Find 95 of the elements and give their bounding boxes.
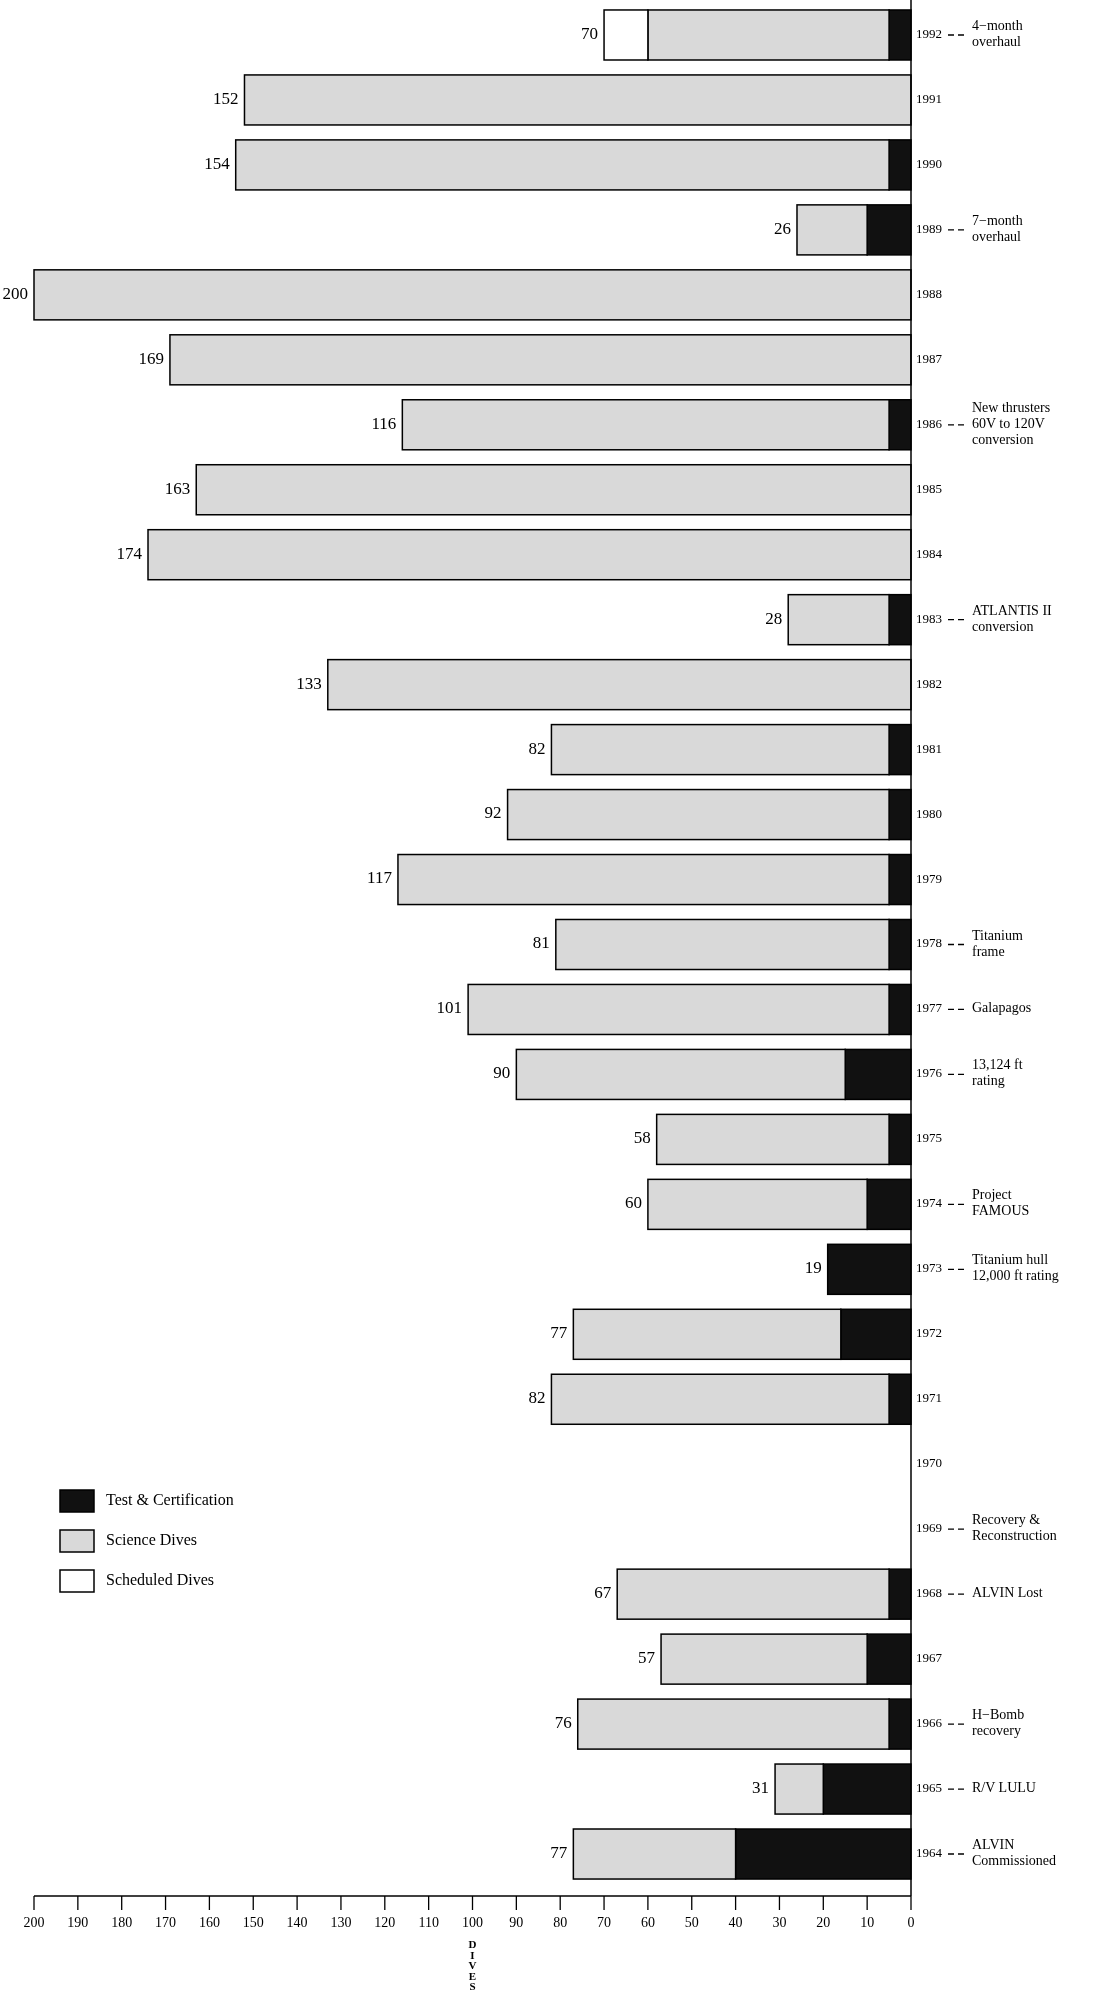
total-label: 76 bbox=[554, 1712, 572, 1732]
x-tick-label: 0 bbox=[907, 1915, 915, 1931]
x-tick-label: 30 bbox=[772, 1915, 787, 1931]
total-label: 92 bbox=[484, 803, 502, 823]
y-tick-label: 1987 bbox=[916, 350, 943, 366]
total-label: 90 bbox=[493, 1063, 511, 1083]
total-label: 58 bbox=[633, 1128, 651, 1148]
x-tick-label: 110 bbox=[418, 1915, 439, 1931]
y-tick-label: 1981 bbox=[916, 740, 942, 756]
total-label: 70 bbox=[581, 23, 599, 43]
x-tick-label: 100 bbox=[462, 1915, 483, 1931]
total-label: 152 bbox=[212, 88, 239, 108]
total-label: 31 bbox=[752, 1777, 770, 1797]
ref-line-label: H−Bomb recovery bbox=[972, 1707, 1025, 1739]
y-tick-label: 1991 bbox=[916, 90, 942, 106]
ref-line-label: Galapagos bbox=[972, 1000, 1032, 1016]
y-tick-label: 1975 bbox=[916, 1130, 942, 1146]
x-tick-label: 140 bbox=[286, 1915, 308, 1931]
ref-line-label: Titanium hull 12,000 ft rating bbox=[972, 1252, 1059, 1284]
x-tick-label: 130 bbox=[330, 1915, 352, 1931]
y-tick-label: 1968 bbox=[916, 1585, 942, 1601]
total-label: 82 bbox=[528, 738, 546, 758]
y-tick-label: 1969 bbox=[916, 1520, 942, 1536]
total-label: 81 bbox=[532, 933, 550, 953]
ref-line-label: 7−month overhaul bbox=[972, 213, 1023, 245]
ref-line-label: New thrusters 60V to 120V conversion bbox=[972, 399, 1051, 447]
total-label: 117 bbox=[367, 868, 393, 888]
ref-line-label: 4−month overhaul bbox=[972, 18, 1023, 50]
x-tick-label: 40 bbox=[728, 1915, 743, 1931]
total-label: 154 bbox=[204, 153, 231, 173]
x-tick-label: 70 bbox=[597, 1915, 612, 1931]
ref-line-label: ATLANTIS II conversion bbox=[972, 602, 1053, 634]
ref-line-label: ALVIN Lost bbox=[972, 1585, 1043, 1601]
x-axis-title: DIVES bbox=[468, 1938, 477, 1992]
total-label: 67 bbox=[594, 1583, 612, 1603]
total-label: 101 bbox=[436, 998, 463, 1018]
x-tick-label: 80 bbox=[553, 1915, 568, 1931]
y-tick-label: 1965 bbox=[916, 1780, 942, 1796]
total-label: 19 bbox=[804, 1258, 822, 1278]
x-tick-label: 120 bbox=[374, 1915, 396, 1931]
x-tick-label: 90 bbox=[509, 1915, 524, 1931]
x-tick-label: 190 bbox=[67, 1915, 89, 1931]
y-tick-label: 1980 bbox=[916, 805, 942, 821]
total-label: 77 bbox=[550, 1323, 568, 1343]
total-label: 82 bbox=[528, 1388, 546, 1408]
x-tick-label: 150 bbox=[242, 1915, 264, 1931]
ref-line-label: Recovery & Reconstruction bbox=[972, 1512, 1057, 1544]
total-label: 77 bbox=[550, 1842, 568, 1862]
x-tick-label: 60 bbox=[640, 1915, 655, 1931]
y-tick-label: 1982 bbox=[916, 675, 942, 691]
y-tick-label: 1988 bbox=[916, 285, 942, 301]
total-label: 28 bbox=[765, 608, 783, 628]
total-label: 163 bbox=[164, 478, 191, 498]
legend-label: Science Dives bbox=[106, 1530, 198, 1548]
y-tick-label: 1984 bbox=[916, 545, 943, 561]
x-tick-label: 50 bbox=[684, 1915, 699, 1931]
total-label: 133 bbox=[296, 673, 322, 693]
ref-line-label: ALVIN Commissioned bbox=[972, 1837, 1057, 1869]
y-tick-label: 1989 bbox=[916, 220, 942, 236]
total-label: 200 bbox=[2, 283, 28, 303]
y-tick-label: 1967 bbox=[916, 1650, 943, 1666]
ref-line-label: Project FAMOUS bbox=[972, 1187, 1030, 1219]
y-tick-label: 1992 bbox=[916, 25, 942, 41]
x-tick-label: 160 bbox=[198, 1915, 220, 1931]
y-tick-label: 1979 bbox=[916, 870, 942, 886]
total-label: 57 bbox=[638, 1648, 656, 1668]
y-tick-label: 1977 bbox=[916, 1000, 943, 1016]
total-label: 174 bbox=[116, 543, 143, 563]
y-tick-label: 1978 bbox=[916, 935, 942, 951]
legend-label: Scheduled Dives bbox=[106, 1570, 214, 1588]
total-label: 169 bbox=[138, 348, 164, 368]
x-tick-label: 200 bbox=[23, 1915, 45, 1931]
total-label: 26 bbox=[773, 218, 791, 238]
x-tick-label: 180 bbox=[111, 1915, 133, 1931]
y-tick-label: 1971 bbox=[916, 1390, 942, 1406]
y-tick-label: 1976 bbox=[916, 1065, 943, 1081]
y-tick-label: 1985 bbox=[916, 480, 942, 496]
x-tick-label: 170 bbox=[155, 1915, 177, 1931]
ref-line-label: Titanium frame bbox=[972, 927, 1023, 959]
x-tick-label: 10 bbox=[860, 1915, 875, 1931]
y-tick-label: 1970 bbox=[916, 1455, 942, 1471]
total-label: 60 bbox=[624, 1193, 642, 1213]
y-tick-label: 1983 bbox=[916, 610, 942, 626]
legend-label: Test & Certification bbox=[106, 1490, 234, 1508]
total-label: 116 bbox=[371, 413, 397, 433]
y-tick-label: 1972 bbox=[916, 1325, 942, 1341]
y-tick-label: 1973 bbox=[916, 1260, 942, 1276]
y-tick-label: 1990 bbox=[916, 155, 942, 171]
x-tick-label: 20 bbox=[816, 1915, 831, 1931]
ref-line-label: 13,124 ft rating bbox=[972, 1057, 1023, 1089]
y-tick-label: 1966 bbox=[916, 1715, 943, 1731]
y-tick-label: 1974 bbox=[916, 1195, 943, 1211]
ref-line-label: R/V LULU bbox=[972, 1780, 1036, 1796]
y-tick-label: 1964 bbox=[916, 1845, 943, 1860]
y-tick-label: 1986 bbox=[916, 415, 943, 431]
